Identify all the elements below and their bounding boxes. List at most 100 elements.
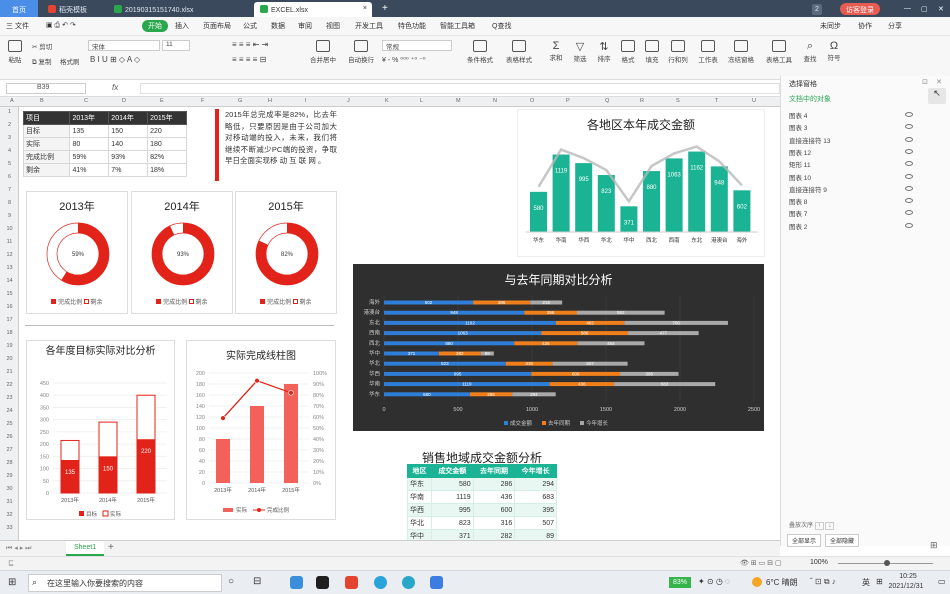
eye-icon[interactable]: [905, 161, 913, 167]
row-header[interactable]: 14: [6, 278, 13, 284]
login-button[interactable]: 访客登录: [840, 3, 880, 15]
menu-search[interactable]: Q查找: [492, 23, 512, 30]
row-header[interactable]: 19: [6, 343, 13, 349]
macro-icon[interactable]: ⊑: [8, 560, 14, 567]
cloud-sync[interactable]: 未同步: [820, 23, 841, 30]
pane-item[interactable]: 图表 7: [781, 207, 921, 218]
font-select[interactable]: 宋体: [88, 40, 160, 51]
menu-view[interactable]: 视图: [326, 23, 340, 30]
menu-review[interactable]: 审阅: [298, 23, 312, 30]
donut-card-0[interactable]: 2013年 59% 完成比例 剩余: [26, 191, 128, 314]
table-cell[interactable]: 135: [69, 124, 110, 138]
number-format-buttons[interactable]: ¥ - % ⁰⁰⁰ ⁺⁰ ⁻⁰: [382, 57, 426, 64]
windows-start-icon[interactable]: ⊞: [8, 577, 17, 588]
tab-file-1[interactable]: 20190315151740.xlsx: [108, 2, 252, 17]
table-cell[interactable]: 59%: [69, 150, 110, 164]
fill-button[interactable]: 填充: [642, 40, 662, 64]
close-window-icon[interactable]: ✕: [938, 6, 944, 13]
grid-icon[interactable]: ⊞: [930, 540, 938, 550]
column-header[interactable]: U: [752, 98, 756, 104]
pane-item[interactable]: 直接连接符 9: [781, 183, 921, 194]
minimize-icon[interactable]: —: [904, 5, 911, 12]
sales-cell[interactable]: 294: [514, 477, 557, 491]
paste-button[interactable]: 粘贴: [6, 40, 24, 64]
table-cell[interactable]: 18%: [147, 163, 187, 177]
symbol-button[interactable]: Ω 符号: [824, 40, 844, 62]
ime-indicator[interactable]: 英: [862, 578, 870, 587]
table-cell[interactable]: 82%: [147, 150, 187, 164]
collab-button[interactable]: 协作: [858, 23, 872, 30]
region-chart[interactable]: 各地区本年成交金额 580 华东 1119 华南 995 华西 823 华北 371 华中 880 西…: [517, 109, 765, 257]
clock-time[interactable]: 10:25: [899, 573, 917, 580]
sheet-tab-sheet1[interactable]: Sheet1: [66, 541, 105, 556]
table-cell[interactable]: 93%: [108, 150, 149, 164]
row-header[interactable]: 12: [6, 252, 13, 258]
row-header[interactable]: 13: [6, 265, 13, 271]
share-button[interactable]: 分享: [888, 23, 902, 30]
column-header[interactable]: G: [238, 98, 243, 104]
sales-cell[interactable]: 1119: [430, 490, 474, 504]
eye-icon[interactable]: [905, 210, 913, 216]
cursor-tool-icon[interactable]: ↖: [928, 88, 946, 104]
menu-formula[interactable]: 公式: [243, 23, 257, 30]
row-header[interactable]: 28: [6, 460, 13, 466]
target-actual-chart[interactable]: 各年度目标实际对比分析 450 400 350 300 250 200 150 100 50 0 1…: [26, 340, 175, 520]
sales-cell[interactable]: 823: [430, 516, 474, 530]
row-header[interactable]: 30: [6, 486, 13, 492]
zoom-thumb[interactable]: [884, 560, 890, 566]
column-header[interactable]: I: [305, 98, 307, 104]
sales-cell[interactable]: 683: [514, 490, 557, 504]
close-icon[interactable]: ×: [362, 5, 367, 12]
terminal-icon[interactable]: [316, 576, 329, 589]
yoy-chart[interactable]: 与去年同期对比分析 0 500 1000 1500 2000 2500 海外 602 386 21…: [353, 264, 764, 431]
store-icon[interactable]: [430, 576, 443, 589]
format-button[interactable]: 格式: [618, 40, 638, 64]
eye-icon[interactable]: [905, 198, 913, 204]
column-header[interactable]: O: [530, 98, 535, 104]
format-painter-button[interactable]: 格式刷: [60, 59, 80, 66]
sales-cell[interactable]: 316: [472, 516, 516, 530]
row-header[interactable]: 10: [6, 226, 13, 232]
pane-item[interactable]: 图表 2: [781, 220, 921, 231]
table-cell[interactable]: 80: [69, 137, 110, 151]
align-buttons[interactable]: ≡ ≡ ≡ ⇤ ⇥: [232, 40, 269, 49]
menu-file[interactable]: 三 文件: [6, 23, 29, 30]
sales-cell[interactable]: 华西: [407, 503, 432, 517]
column-header[interactable]: N: [493, 98, 497, 104]
row-header[interactable]: 25: [6, 421, 13, 427]
font-style-buttons[interactable]: B I U ⊞ ◇ A ◇: [90, 55, 141, 64]
add-sheet-icon[interactable]: +: [108, 542, 114, 553]
pane-item[interactable]: 直接连接符 13: [781, 134, 921, 145]
sum-button[interactable]: Σ 求和: [546, 40, 566, 62]
table-cell[interactable]: 41%: [69, 163, 110, 177]
tab-file-active[interactable]: EXCEL.xlsx ×: [254, 2, 372, 17]
tab-home[interactable]: 首页: [0, 0, 38, 17]
sales-cell[interactable]: 995: [430, 503, 474, 517]
maximize-icon[interactable]: ▢: [921, 6, 928, 13]
pin-icon[interactable]: ⊡: [922, 79, 928, 86]
merge-button[interactable]: 合并居中: [308, 40, 338, 64]
view-mode-icons[interactable]: 👁 ⊞ ▭ ⊟ ▢: [740, 560, 782, 567]
sales-cell[interactable]: 436: [472, 490, 516, 504]
column-header[interactable]: S: [676, 98, 680, 104]
sales-cell[interactable]: 华中: [407, 529, 432, 540]
sheet-canvas[interactable]: 项目 2013年 2014年 2015年 目标 135 150 220 实际 80 140 180 完成…: [19, 107, 780, 540]
column-header[interactable]: A: [10, 98, 14, 104]
weather-text[interactable]: 6°C 晴朗: [766, 578, 798, 587]
table-cell[interactable]: 180: [147, 137, 187, 151]
column-header[interactable]: L: [420, 98, 424, 104]
row-header[interactable]: 6: [7, 174, 12, 180]
table-cell[interactable]: 7%: [108, 163, 149, 177]
row-header[interactable]: 26: [6, 434, 13, 440]
row-header[interactable]: 31: [6, 499, 13, 505]
column-header[interactable]: J: [347, 98, 350, 104]
row-header[interactable]: 18: [6, 330, 13, 336]
widgets-icon[interactable]: ⊟: [253, 576, 262, 587]
row-header[interactable]: 27: [6, 447, 13, 453]
copy-button[interactable]: ⧉ 复制: [32, 56, 51, 67]
menu-smart[interactable]: 智能工具箱: [440, 23, 475, 30]
row-header[interactable]: 8: [7, 200, 12, 206]
explorer-icon[interactable]: [290, 576, 303, 589]
column-header[interactable]: H: [268, 98, 272, 104]
row-header[interactable]: 1: [7, 109, 12, 115]
